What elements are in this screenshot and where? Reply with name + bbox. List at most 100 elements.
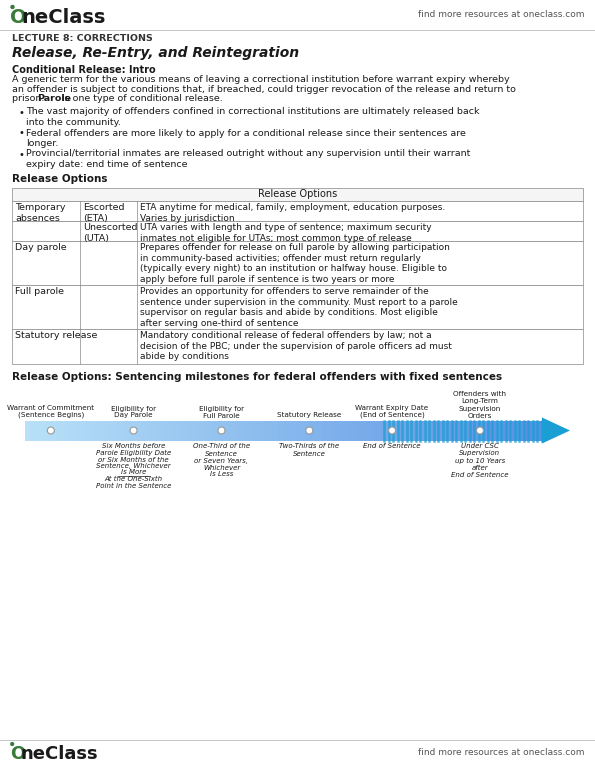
Bar bbox=[232, 420, 239, 440]
Bar bbox=[51, 420, 58, 440]
Text: neClass: neClass bbox=[20, 745, 98, 763]
Bar bbox=[258, 420, 265, 440]
Text: Mandatory conditional release of federal offenders by law; not a
decision of the: Mandatory conditional release of federal… bbox=[140, 332, 452, 361]
Bar bbox=[290, 420, 297, 440]
Text: Statutory Release: Statutory Release bbox=[277, 413, 342, 419]
Bar bbox=[38, 420, 45, 440]
Bar bbox=[329, 420, 336, 440]
Circle shape bbox=[218, 427, 225, 434]
Bar bbox=[503, 420, 510, 440]
Bar bbox=[180, 420, 187, 440]
Circle shape bbox=[306, 427, 313, 434]
Text: Release Options: Sentencing milestones for federal offenders with fixed sentence: Release Options: Sentencing milestones f… bbox=[12, 373, 502, 383]
Text: Escorted
(ETA): Escorted (ETA) bbox=[83, 203, 124, 223]
Bar bbox=[206, 420, 213, 440]
Polygon shape bbox=[542, 417, 570, 444]
Bar bbox=[283, 420, 290, 440]
Bar bbox=[316, 420, 322, 440]
Bar bbox=[238, 420, 245, 440]
Bar bbox=[109, 420, 116, 440]
Text: neClass: neClass bbox=[21, 8, 105, 27]
Bar bbox=[419, 420, 426, 440]
Bar bbox=[57, 420, 64, 440]
Text: ETA anytime for medical, family, employment, education purposes.
Varies by juris: ETA anytime for medical, family, employm… bbox=[140, 203, 445, 223]
Bar bbox=[277, 420, 284, 440]
Text: The vast majority of offenders confined in correctional institutions are ultimat: The vast majority of offenders confined … bbox=[26, 108, 480, 127]
Bar bbox=[12, 240, 583, 284]
Text: Is More: Is More bbox=[121, 470, 146, 476]
Text: or Six Months of the: or Six Months of the bbox=[98, 457, 169, 463]
Bar bbox=[380, 420, 387, 440]
Bar bbox=[122, 420, 129, 440]
Bar bbox=[477, 420, 484, 440]
Bar bbox=[12, 200, 583, 220]
Text: Eligibility for
Full Parole: Eligibility for Full Parole bbox=[199, 406, 244, 419]
Bar bbox=[445, 420, 452, 440]
Circle shape bbox=[11, 5, 14, 8]
Bar bbox=[154, 420, 161, 440]
Text: Two-Thirds of the
Sentence: Two-Thirds of the Sentence bbox=[279, 444, 339, 457]
Bar bbox=[12, 329, 583, 363]
Text: find more resources at oneclass.com: find more resources at oneclass.com bbox=[418, 10, 585, 19]
Bar bbox=[348, 420, 355, 440]
Bar bbox=[193, 420, 200, 440]
Text: Warrant of Commitment
(Sentence Begins): Warrant of Commitment (Sentence Begins) bbox=[7, 405, 95, 419]
Text: •: • bbox=[18, 129, 24, 139]
Bar bbox=[529, 420, 536, 440]
Bar bbox=[387, 420, 394, 440]
Text: O: O bbox=[10, 745, 25, 763]
Text: •: • bbox=[18, 108, 24, 118]
Bar bbox=[148, 420, 155, 440]
Bar bbox=[309, 420, 317, 440]
Bar bbox=[12, 284, 583, 329]
Bar bbox=[161, 420, 168, 440]
Bar bbox=[452, 420, 459, 440]
Bar bbox=[187, 420, 193, 440]
Bar bbox=[393, 420, 400, 440]
Text: Prepares offender for release on full parole by allowing participation
in commun: Prepares offender for release on full pa… bbox=[140, 243, 450, 283]
Text: Under CSC
Supervision
up to 10 Years
after
End of Sentence: Under CSC Supervision up to 10 Years aft… bbox=[451, 444, 509, 477]
Bar bbox=[32, 420, 39, 440]
Text: UTA varies with length and type of sentence; maximum security
inmates not eligib: UTA varies with length and type of sente… bbox=[140, 223, 431, 243]
Bar bbox=[303, 420, 310, 440]
Bar bbox=[226, 420, 232, 440]
Bar bbox=[70, 420, 77, 440]
Bar bbox=[12, 188, 583, 200]
Bar bbox=[342, 420, 349, 440]
Text: Warrant Expiry Date
(End of Sentence): Warrant Expiry Date (End of Sentence) bbox=[355, 405, 428, 419]
Text: is one type of conditional release.: is one type of conditional release. bbox=[59, 94, 223, 103]
Bar bbox=[432, 420, 439, 440]
Circle shape bbox=[477, 427, 484, 434]
Text: Provincial/territorial inmates are released outright without any supervision unt: Provincial/territorial inmates are relea… bbox=[26, 149, 471, 169]
Text: O: O bbox=[10, 8, 27, 27]
Bar bbox=[322, 420, 329, 440]
Bar bbox=[374, 420, 381, 440]
Text: Temporary
absences: Temporary absences bbox=[15, 203, 65, 223]
Bar bbox=[219, 420, 226, 440]
Bar bbox=[516, 420, 523, 440]
Bar bbox=[510, 420, 516, 440]
Text: Statutory release: Statutory release bbox=[15, 332, 98, 340]
Bar bbox=[251, 420, 258, 440]
Text: A generic term for the various means of leaving a correctional institution befor: A generic term for the various means of … bbox=[12, 75, 510, 84]
Bar bbox=[497, 420, 504, 440]
Text: Six Months before: Six Months before bbox=[102, 444, 165, 450]
Bar bbox=[296, 420, 303, 440]
Text: At the One-Sixth: At the One-Sixth bbox=[105, 476, 162, 482]
Circle shape bbox=[389, 427, 396, 434]
Circle shape bbox=[130, 427, 137, 434]
Bar bbox=[271, 420, 277, 440]
Bar bbox=[115, 420, 123, 440]
Text: Conditional Release: Intro: Conditional Release: Intro bbox=[12, 65, 156, 75]
Bar bbox=[129, 420, 136, 440]
Text: Federal offenders are more likely to apply for a conditional release since their: Federal offenders are more likely to app… bbox=[26, 129, 466, 148]
Text: Unescorted
(UTA): Unescorted (UTA) bbox=[83, 223, 137, 243]
Bar bbox=[465, 420, 471, 440]
Bar bbox=[458, 420, 465, 440]
Text: Point in the Sentence: Point in the Sentence bbox=[96, 483, 171, 488]
Text: Day parole: Day parole bbox=[15, 243, 67, 253]
Text: Sentence, Whichever: Sentence, Whichever bbox=[96, 463, 171, 469]
Bar bbox=[199, 420, 206, 440]
Bar bbox=[167, 420, 174, 440]
Bar bbox=[102, 420, 109, 440]
